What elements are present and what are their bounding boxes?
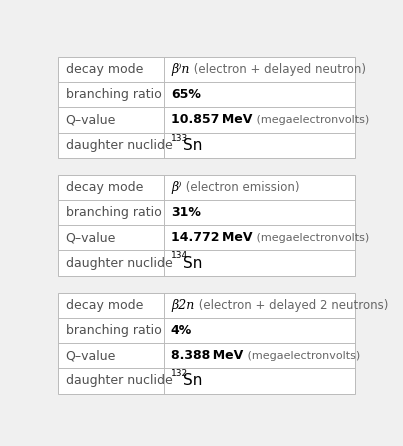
Text: (megaelectronvolts): (megaelectronvolts) <box>253 115 369 125</box>
Text: β⁾: β⁾ <box>171 181 181 194</box>
Text: Sn: Sn <box>183 138 202 153</box>
Text: 31%: 31% <box>171 206 201 219</box>
Text: Q–value: Q–value <box>66 349 116 362</box>
Text: (electron emission): (electron emission) <box>182 181 300 194</box>
Text: β⁾n: β⁾n <box>171 63 189 76</box>
Text: daughter nuclide: daughter nuclide <box>66 256 172 269</box>
Text: daughter nuclide: daughter nuclide <box>66 374 172 388</box>
Text: (electron + delayed 2 neutrons): (electron + delayed 2 neutrons) <box>195 299 388 312</box>
Text: (megaelectronvolts): (megaelectronvolts) <box>253 233 369 243</box>
Text: Q–value: Q–value <box>66 231 116 244</box>
Text: Q–value: Q–value <box>66 113 116 126</box>
Bar <box>58 175 355 276</box>
Text: (megaelectronvolts): (megaelectronvolts) <box>244 351 360 361</box>
Text: Sn: Sn <box>183 256 202 271</box>
Text: decay mode: decay mode <box>66 299 143 312</box>
Text: branching ratio: branching ratio <box>66 206 161 219</box>
Text: branching ratio: branching ratio <box>66 88 161 101</box>
Text: decay mode: decay mode <box>66 63 143 76</box>
Text: 134: 134 <box>171 252 188 260</box>
Text: Sn: Sn <box>183 373 202 388</box>
Text: 14.772 MeV: 14.772 MeV <box>171 231 252 244</box>
Text: branching ratio: branching ratio <box>66 324 161 337</box>
Text: 10.857 MeV: 10.857 MeV <box>171 113 252 126</box>
Text: 132: 132 <box>171 369 188 378</box>
Text: 8.388 MeV: 8.388 MeV <box>171 349 243 362</box>
Text: (electron + delayed neutron): (electron + delayed neutron) <box>190 63 366 76</box>
Text: 65%: 65% <box>171 88 201 101</box>
Bar <box>58 57 355 158</box>
Text: daughter nuclide: daughter nuclide <box>66 139 172 152</box>
Bar <box>58 293 355 393</box>
Text: decay mode: decay mode <box>66 181 143 194</box>
Text: β2n: β2n <box>171 299 194 312</box>
Text: 4%: 4% <box>171 324 192 337</box>
Text: 133: 133 <box>171 133 188 143</box>
